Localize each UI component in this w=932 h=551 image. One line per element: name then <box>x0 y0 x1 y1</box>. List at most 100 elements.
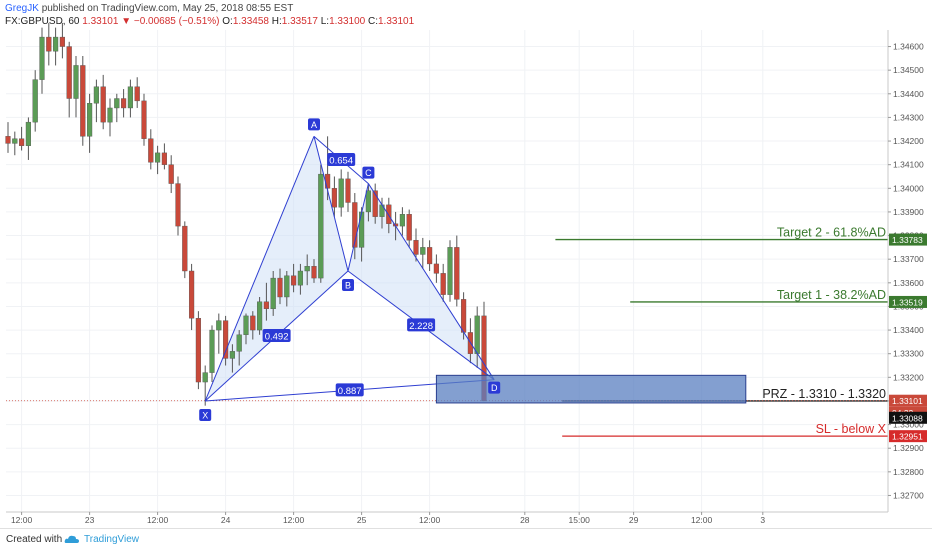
candle <box>222 320 229 359</box>
candle <box>250 315 256 331</box>
candle <box>359 211 365 248</box>
candle <box>154 152 161 163</box>
close-value: 1.33101 <box>378 16 415 27</box>
candle <box>25 121 32 146</box>
candle <box>120 98 127 109</box>
candle <box>229 351 236 359</box>
created-with-text: Created with <box>6 534 63 545</box>
tradingview-brand[interactable]: TradingView <box>84 534 140 545</box>
price-tag-label: 1.33519 <box>892 297 923 307</box>
price-tick-label: 1.34500 <box>893 65 924 75</box>
prz-box[interactable] <box>435 374 747 404</box>
price-tick-label: 1.34100 <box>893 160 924 170</box>
ratio-label-bg <box>335 383 364 397</box>
chart-grid <box>6 30 888 512</box>
point-label: C <box>365 168 372 178</box>
price-chart[interactable]: Target 2 - 61.8%AD Target 1 - 38.2%AD PRZ … <box>0 0 932 528</box>
close-label: C: <box>368 16 378 27</box>
level-label: PRZ - 1.3310 - 1.3320 <box>762 387 886 401</box>
candle <box>46 36 52 52</box>
ratio-label: 0.654 <box>329 155 353 166</box>
candle <box>474 315 480 354</box>
candle <box>59 36 66 47</box>
candle <box>291 275 297 286</box>
published-text: published on TradingView.com, May 25, 20… <box>41 3 294 14</box>
candle <box>447 247 453 295</box>
candle <box>461 299 467 333</box>
candle <box>175 183 181 227</box>
price-tick-label: 1.34600 <box>893 42 924 52</box>
price-tick-label: 1.33900 <box>893 207 924 217</box>
time-tick-label: 23 <box>85 515 95 525</box>
ratio-label: 2.228 <box>409 321 433 332</box>
pattern-bcd-fill <box>348 183 495 380</box>
author-name[interactable]: GregJK <box>5 3 39 14</box>
price-tick-label: 1.34400 <box>893 89 924 99</box>
last-price: 1.33101 <box>82 16 119 27</box>
prz-zone[interactable] <box>435 374 747 404</box>
change-value: −0.00685 (−0.51%) <box>133 16 220 27</box>
candle <box>406 214 412 241</box>
time-tick-label: 12:00 <box>419 515 441 525</box>
point-label: D <box>491 383 498 393</box>
candle <box>114 98 120 109</box>
candle <box>263 301 270 310</box>
high-value: 1.33517 <box>281 16 318 27</box>
candle <box>182 225 188 272</box>
tradingview-cloud-icon <box>64 535 79 543</box>
leg-cd[interactable] <box>367 183 495 380</box>
price-tick-label: 1.34200 <box>893 136 924 146</box>
candle <box>141 100 147 139</box>
price-tag <box>889 295 927 308</box>
symbol-label: FX:GBPUSD, 60 <box>5 16 80 27</box>
price-levels: Target 2 - 61.8%AD Target 1 - 38.2%AD PRZ … <box>6 226 888 437</box>
point-label-bg <box>308 118 320 131</box>
point-label-bg <box>362 166 375 179</box>
leg-bc[interactable] <box>347 183 369 272</box>
price-tag <box>889 411 927 424</box>
candle <box>325 173 331 189</box>
leg-ab[interactable] <box>313 136 349 272</box>
candle <box>440 273 446 295</box>
price-tick-label: 1.32700 <box>893 490 924 500</box>
candle <box>311 266 317 279</box>
candle <box>39 36 45 80</box>
candle <box>80 65 86 137</box>
candle <box>202 372 208 383</box>
price-tag-label: 1.33101 <box>892 396 923 406</box>
price-tick-label: 1.33600 <box>893 278 924 288</box>
candle <box>399 214 406 227</box>
candle <box>216 320 222 331</box>
candle <box>454 247 460 300</box>
candle <box>277 277 283 298</box>
point-label: B <box>345 281 351 291</box>
price-tag <box>889 394 927 407</box>
low-value: 1.33100 <box>329 16 366 27</box>
chart-header: GregJK published on TradingView.com, May… <box>0 0 932 30</box>
candle <box>93 86 100 104</box>
candle <box>297 270 304 286</box>
leg-xa[interactable] <box>204 136 315 402</box>
candle <box>5 136 11 144</box>
level-label: Target 1 - 38.2%AD <box>777 288 886 302</box>
point-label-bg <box>199 408 212 421</box>
candle <box>420 247 426 255</box>
candle <box>12 138 18 144</box>
candle <box>270 277 276 310</box>
point-label-bg <box>342 279 354 291</box>
candle <box>161 152 168 165</box>
candle <box>318 173 324 279</box>
time-tick-label: 12:00 <box>147 515 169 525</box>
point-label: A <box>311 120 317 130</box>
time-tick-label: 12:00 <box>11 515 33 525</box>
time-tick-label: 3 <box>760 515 765 525</box>
price-tick-label: 1.32900 <box>893 443 924 453</box>
price-tick-label: 1.34300 <box>893 112 924 122</box>
chart-axes[interactable]: 1.34600 1.34500 1.34400 1.34300 1.34200 1.341… <box>6 30 927 525</box>
price-tick-label: 1.32800 <box>893 467 924 477</box>
candle <box>32 79 38 123</box>
open-value: 1.33458 <box>232 16 269 27</box>
time-tick-label: 15:00 <box>569 515 591 525</box>
ratio-label-bg <box>407 318 436 332</box>
candle <box>148 138 154 163</box>
